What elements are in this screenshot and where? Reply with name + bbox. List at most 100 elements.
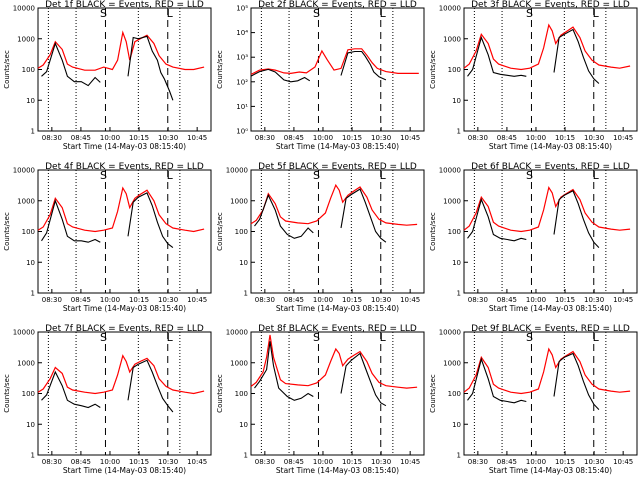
- x-tick-label: 08:30: [468, 458, 488, 466]
- events-series-line-segment: [553, 190, 600, 248]
- s-marker-label: S: [313, 331, 320, 344]
- events-series-line: [41, 370, 101, 409]
- chart-title: Det 1f BLACK = Events, RED = LLD: [45, 0, 204, 10]
- y-tick-label: 10: [26, 259, 35, 267]
- x-tick-label: 10:15: [555, 458, 575, 466]
- x-tick-label: 10:00: [100, 458, 120, 466]
- y-axis-label: Counts/sec: [216, 374, 224, 413]
- x-tick-label: 10:45: [613, 458, 633, 466]
- events-series-line: [467, 357, 527, 404]
- y-axis-label: Counts/sec: [429, 212, 437, 251]
- y-tick-label: 100: [22, 66, 35, 74]
- y-tick-label: 10: [452, 97, 461, 105]
- events-series-line-segment: [127, 35, 174, 101]
- x-tick-label: 10:15: [129, 458, 149, 466]
- x-tick-label: 08:45: [284, 134, 304, 142]
- y-axis-label: Counts/sec: [3, 50, 11, 89]
- lld-series-line: [37, 186, 205, 233]
- events-series-line: [467, 35, 527, 77]
- x-tick-label: 08:30: [255, 458, 275, 466]
- x-tick-label: 10:15: [342, 134, 362, 142]
- x-tick-label: 08:45: [497, 458, 517, 466]
- y-tick-label: 1: [244, 290, 248, 298]
- x-tick-label: 10:30: [584, 458, 604, 466]
- x-tick-label: 10:15: [555, 296, 575, 304]
- y-tick-label: 10: [239, 421, 248, 429]
- lld-series-line: [250, 183, 418, 226]
- y-axis-label: Counts/sec: [3, 212, 11, 251]
- y-axis-label: Counts/sec: [216, 212, 224, 251]
- x-tick-label: 10:30: [371, 296, 391, 304]
- y-tick-label: 10000: [439, 167, 461, 175]
- y-tick-label: 10⁵: [236, 5, 248, 13]
- lld-series-line: [37, 30, 205, 71]
- plot-frame: [463, 331, 638, 456]
- x-tick-label: 10:45: [187, 134, 207, 142]
- x-axis-label: Start Time (14-May-03 08:15:40): [489, 142, 612, 151]
- x-axis-label: Start Time (14-May-03 08:15:40): [489, 304, 612, 313]
- plot-frame: [37, 169, 212, 294]
- x-tick-label: 10:15: [129, 134, 149, 142]
- y-tick-label: 100: [22, 390, 35, 398]
- chart-title: Det 2f BLACK = Events, RED = LLD: [258, 0, 417, 10]
- x-tick-label: 08:45: [284, 458, 304, 466]
- x-tick-label: 10:45: [187, 458, 207, 466]
- x-tick-label: 10:30: [584, 134, 604, 142]
- events-series-line-segment: [553, 28, 600, 84]
- plot-frame: [463, 7, 638, 132]
- y-tick-label: 1: [31, 452, 35, 460]
- x-axis-label: Start Time (14-May-03 08:15:40): [63, 142, 186, 151]
- y-tick-label: 10⁰: [236, 128, 248, 136]
- y-tick-label: 10: [452, 421, 461, 429]
- y-tick-label: 10000: [13, 329, 35, 337]
- y-tick-label: 1000: [443, 197, 461, 205]
- lld-series-line: [463, 347, 631, 395]
- x-tick-label: 08:45: [497, 296, 517, 304]
- s-marker-label: S: [313, 7, 320, 20]
- y-tick-label: 1: [244, 452, 248, 460]
- x-tick-label: 08:30: [42, 296, 62, 304]
- lld-series-line: [250, 48, 419, 75]
- lld-series-line: [463, 185, 631, 233]
- x-tick-label: 10:45: [400, 458, 420, 466]
- y-tick-label: 100: [235, 390, 248, 398]
- x-tick-label: 10:15: [129, 296, 149, 304]
- y-tick-label: 10000: [439, 329, 461, 337]
- y-tick-label: 100: [235, 228, 248, 236]
- events-series-line-segment: [340, 188, 387, 243]
- x-axis-label: Start Time (14-May-03 08:15:40): [276, 466, 399, 475]
- x-tick-label: 08:30: [468, 134, 488, 142]
- events-series-line-segment: [127, 192, 174, 249]
- chart-title: Det 5f BLACK = Events, RED = LLD: [258, 162, 417, 172]
- y-tick-label: 10000: [226, 329, 248, 337]
- x-tick-label: 10:45: [400, 134, 420, 142]
- x-axis-label: Start Time (14-May-03 08:15:40): [489, 466, 612, 475]
- x-tick-label: 10:30: [584, 296, 604, 304]
- x-axis-label: Start Time (14-May-03 08:15:40): [276, 304, 399, 313]
- x-tick-label: 10:30: [158, 458, 178, 466]
- events-series-line-segment: [553, 352, 600, 410]
- s-marker-label: S: [100, 331, 107, 344]
- y-tick-label: 10¹: [236, 103, 248, 111]
- x-tick-label: 10:30: [371, 134, 391, 142]
- x-tick-label: 10:45: [400, 296, 420, 304]
- y-axis-label: Counts/sec: [216, 50, 224, 89]
- chart-title: Det 8f BLACK = Events, RED = LLD: [258, 324, 417, 334]
- x-tick-label: 10:45: [187, 296, 207, 304]
- x-tick-label: 10:00: [526, 296, 546, 304]
- lld-series-line: [250, 334, 418, 389]
- y-tick-label: 100: [448, 228, 461, 236]
- y-tick-label: 1: [31, 290, 35, 298]
- l-marker-label: L: [167, 331, 174, 344]
- x-tick-label: 10:00: [313, 296, 333, 304]
- x-tick-label: 10:45: [613, 134, 633, 142]
- y-tick-label: 10000: [13, 5, 35, 13]
- s-marker-label: S: [100, 169, 107, 182]
- x-tick-label: 10:15: [342, 458, 362, 466]
- chart-title: Det 3f BLACK = Events, RED = LLD: [471, 0, 630, 10]
- events-series-line: [41, 199, 101, 243]
- x-tick-label: 08:45: [497, 134, 517, 142]
- l-marker-label: L: [593, 331, 600, 344]
- x-tick-label: 10:15: [555, 134, 575, 142]
- y-tick-label: 10: [26, 97, 35, 105]
